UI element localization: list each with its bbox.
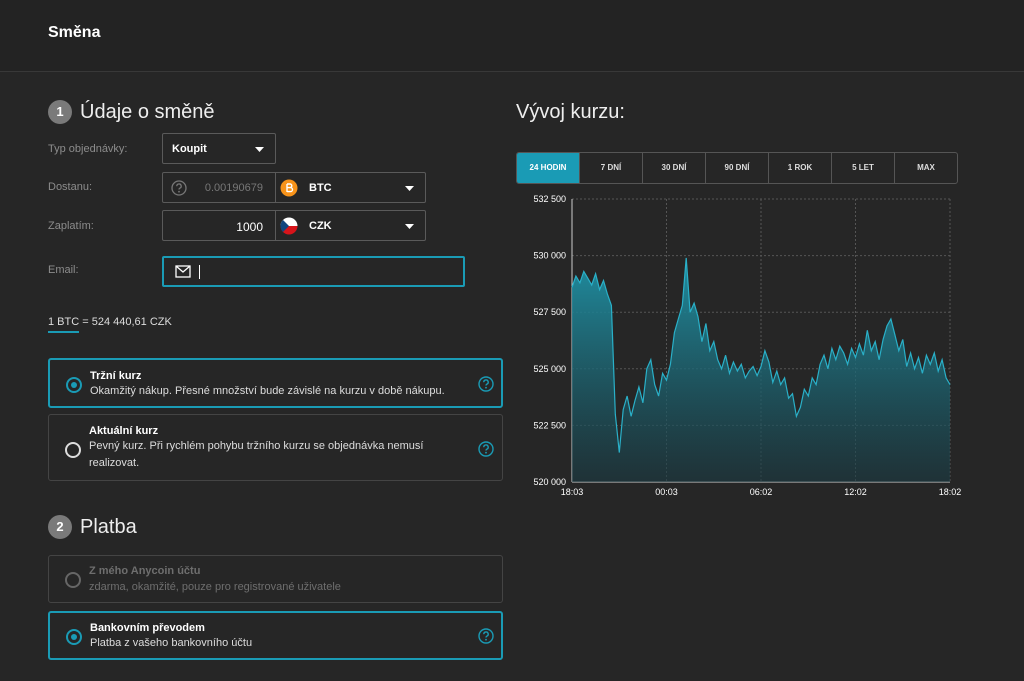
y-tick-label: 522 500 bbox=[533, 420, 566, 430]
y-tick-label: 530 000 bbox=[533, 251, 566, 261]
y-tick-label: 525 000 bbox=[533, 364, 566, 374]
x-tick-label: 00:03 bbox=[655, 487, 678, 497]
y-tick-label: 532 500 bbox=[533, 194, 566, 204]
y-tick-label: 527 500 bbox=[533, 307, 566, 317]
x-tick-label: 18:02 bbox=[939, 487, 962, 497]
y-tick-label: 520 000 bbox=[533, 477, 566, 487]
x-tick-label: 18:03 bbox=[561, 487, 584, 497]
x-tick-label: 06:02 bbox=[750, 487, 773, 497]
x-tick-label: 12:02 bbox=[844, 487, 867, 497]
